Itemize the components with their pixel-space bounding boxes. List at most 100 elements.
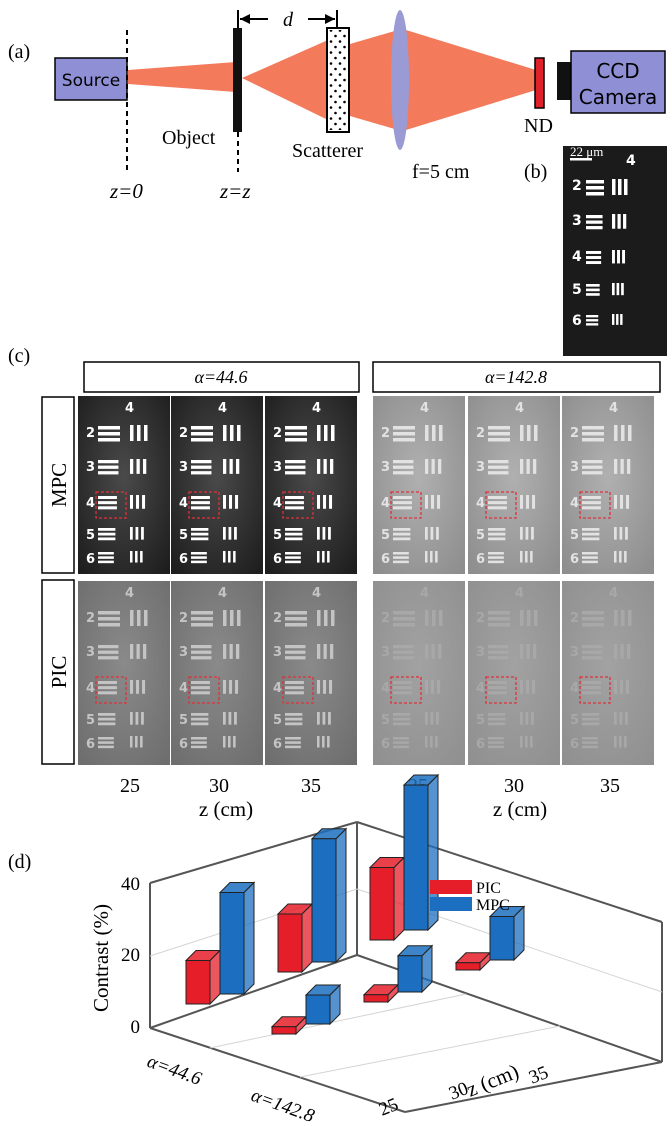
tile-vertical-bar xyxy=(626,495,630,509)
tile-vertical-bar xyxy=(619,527,623,540)
tile-vertical-bar xyxy=(439,425,443,441)
row-label-mpc: MPC xyxy=(47,463,71,507)
tile-horizontal-bar xyxy=(488,713,506,716)
tile-element-number: 6 xyxy=(86,737,95,752)
tile-vertical-bar xyxy=(520,712,523,725)
tile-element-number: 4 xyxy=(273,681,282,696)
tile-element-number: 2 xyxy=(179,426,188,441)
element-number: 4 xyxy=(572,249,582,265)
tile-horizontal-bar xyxy=(393,460,414,464)
panel-b-target: (b) 22 μm 4 2 3 4 5 6 xyxy=(524,144,667,356)
tile-horizontal-bar xyxy=(285,691,304,695)
tile-vertical-bar xyxy=(525,712,529,725)
pic-image-tile xyxy=(78,581,170,765)
tile-vertical-bar xyxy=(425,527,428,540)
tile-element-number: 5 xyxy=(86,528,95,543)
tile-horizontal-bar xyxy=(582,528,600,531)
tile-horizontal-bar xyxy=(582,506,601,510)
tile-horizontal-bar xyxy=(98,528,116,531)
tile-vertical-bar xyxy=(130,495,134,509)
tile-vertical-bar xyxy=(322,712,326,725)
tile-vertical-bar xyxy=(425,610,429,626)
vertical-bar xyxy=(621,283,624,296)
tile-horizontal-bar xyxy=(582,623,604,627)
tile-horizontal-bar xyxy=(191,556,207,559)
tile-horizontal-bar xyxy=(98,745,114,749)
tile-vertical-bar xyxy=(430,736,433,748)
tile-horizontal-bar xyxy=(393,737,409,740)
tile-horizontal-bar xyxy=(191,741,207,744)
tile-vertical-bar xyxy=(328,527,331,540)
tile-vertical-bar xyxy=(525,527,529,540)
tile-vertical-bar xyxy=(230,610,234,626)
tile-horizontal-bar xyxy=(582,650,603,654)
tile-vertical-bar xyxy=(228,527,232,540)
tile-horizontal-bar xyxy=(98,560,114,564)
tile-horizontal-bar xyxy=(582,426,604,430)
tile-element-number: 6 xyxy=(179,552,188,567)
tile-vertical-bar xyxy=(531,712,534,725)
tile-element-number: 2 xyxy=(476,426,485,441)
tile-horizontal-bar xyxy=(393,623,415,627)
tile-horizontal-bar xyxy=(98,556,114,559)
z-tick-left-25: 25 xyxy=(120,775,140,797)
panel-a-label: (a) xyxy=(8,41,30,63)
tile-horizontal-bar xyxy=(393,560,409,564)
tile-horizontal-bar xyxy=(393,717,411,721)
ytick-20: 20 xyxy=(121,945,140,966)
z-axis-label-right: z (cm) xyxy=(493,797,547,821)
tile-horizontal-bar xyxy=(285,611,307,615)
scale-bar-label: 22 μm xyxy=(570,144,603,159)
tile-vertical-bar xyxy=(526,680,530,694)
tile-element-number: 5 xyxy=(86,713,95,728)
tile-element-number: 5 xyxy=(273,528,282,543)
tile-element-number: 6 xyxy=(476,552,485,567)
mpc-bar xyxy=(403,784,429,931)
tile-vertical-bar xyxy=(317,425,321,441)
tile-vertical-bar xyxy=(532,495,536,509)
tile-vertical-bar xyxy=(322,736,325,748)
tile-horizontal-bar xyxy=(98,506,117,510)
tile-vertical-bar xyxy=(235,680,239,694)
tile-horizontal-bar xyxy=(285,432,307,436)
camera-box xyxy=(570,50,666,114)
tile-group-number: 4 xyxy=(420,586,429,601)
element-number: 3 xyxy=(572,213,582,229)
tile-horizontal-bar xyxy=(98,432,120,436)
tile-group-number: 4 xyxy=(609,586,618,601)
nd-filter xyxy=(534,57,545,109)
tile-vertical-bar xyxy=(317,495,321,509)
tile-vertical-bar xyxy=(431,459,435,474)
tile-vertical-bar xyxy=(235,495,239,509)
tile-horizontal-bar xyxy=(285,713,303,716)
tile-group-number: 4 xyxy=(218,401,227,416)
tile-vertical-bar xyxy=(436,712,439,725)
tile-horizontal-bar xyxy=(285,426,307,430)
tile-element-number: 6 xyxy=(381,552,390,567)
tile-horizontal-bar xyxy=(98,656,119,660)
alpha-left-header-box xyxy=(83,361,360,393)
tile-element-number: 4 xyxy=(273,496,282,511)
tile-horizontal-bar xyxy=(582,438,604,442)
tile-vertical-bar xyxy=(527,425,531,441)
tile-element-number: 3 xyxy=(476,460,485,475)
tile-horizontal-bar xyxy=(488,623,510,627)
bars xyxy=(184,773,526,1036)
tile-vertical-bar xyxy=(530,551,533,563)
tile-vertical-bar xyxy=(621,610,625,626)
distance-label: d xyxy=(283,9,294,31)
tile-element-number: 2 xyxy=(273,611,282,626)
horizontal-bar xyxy=(586,315,599,318)
tile-vertical-bar xyxy=(330,459,334,474)
tile-horizontal-bar xyxy=(191,686,210,690)
tile-vertical-bar xyxy=(223,425,227,441)
tile-horizontal-bar xyxy=(488,656,509,660)
tile-element-number: 3 xyxy=(86,460,95,475)
tile-vertical-bar xyxy=(136,680,140,694)
tile-element-number: 3 xyxy=(179,460,188,475)
vertical-bar xyxy=(618,179,622,195)
tile-element-number: 4 xyxy=(570,496,579,511)
tile-horizontal-bar xyxy=(393,556,409,559)
tile-horizontal-bar xyxy=(191,552,207,555)
vertical-bar xyxy=(612,283,615,296)
